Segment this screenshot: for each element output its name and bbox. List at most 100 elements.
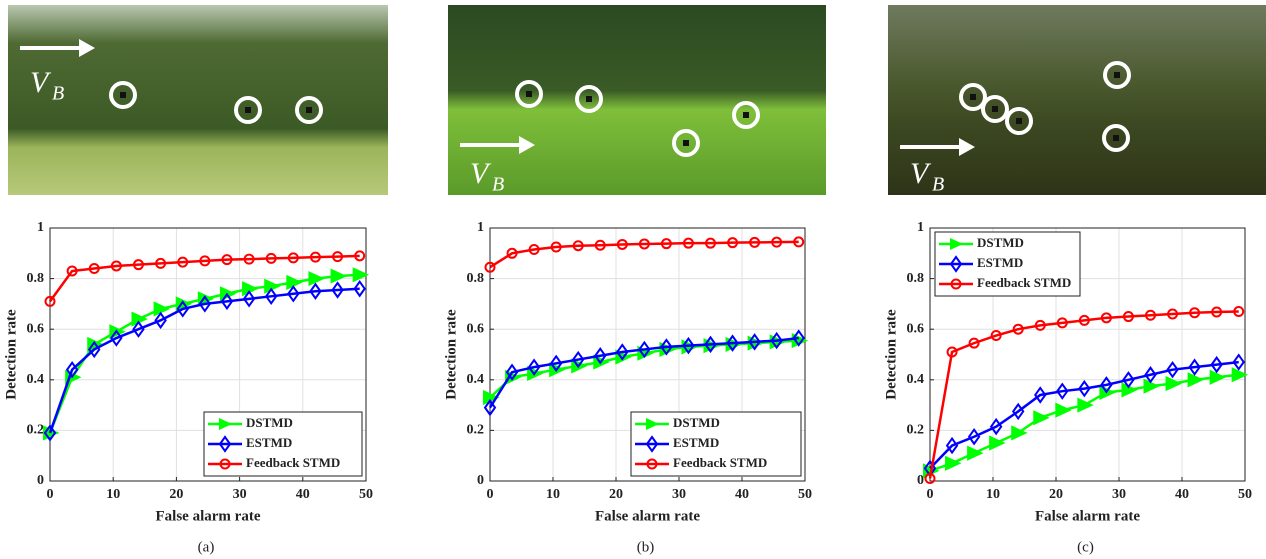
marker xyxy=(242,290,256,308)
y-tick-label: 1 xyxy=(477,220,484,235)
marker xyxy=(1034,386,1047,404)
velocity-subscript: B xyxy=(932,174,944,196)
marker xyxy=(989,417,1003,436)
target xyxy=(1113,135,1119,141)
x-tick-label: 0 xyxy=(47,487,54,502)
marker xyxy=(88,340,101,359)
marker xyxy=(65,360,79,379)
marker xyxy=(265,252,277,264)
legend-marker xyxy=(646,418,659,430)
marker xyxy=(153,301,170,317)
y-tick-label: 0 xyxy=(37,473,44,488)
x-tick-label: 50 xyxy=(798,487,812,502)
marker xyxy=(1166,360,1179,379)
legend-label: DSTMD xyxy=(977,235,1024,250)
y-tick-label: 0.8 xyxy=(467,271,485,286)
marker xyxy=(220,292,234,311)
marker xyxy=(1012,323,1024,335)
velocity-label: V xyxy=(910,157,932,190)
marker xyxy=(1231,367,1249,383)
target xyxy=(1114,72,1120,78)
target-circle xyxy=(959,83,987,111)
arrow-head xyxy=(79,39,95,57)
marker xyxy=(638,238,650,250)
marker xyxy=(946,346,958,358)
marker xyxy=(287,285,300,303)
y-tick-label: 0.6 xyxy=(467,321,485,336)
marker xyxy=(727,237,739,249)
series-line xyxy=(489,240,799,269)
marker xyxy=(199,255,211,267)
x-tick-label: 40 xyxy=(735,487,749,502)
y-tick-label: 0.4 xyxy=(467,372,485,387)
legend-marker xyxy=(646,458,658,470)
x-tick-label: 50 xyxy=(1238,487,1252,502)
marker xyxy=(331,281,344,299)
marker xyxy=(483,398,497,417)
target xyxy=(970,94,976,100)
legend-label: Feedback STMD xyxy=(246,455,340,470)
legend-label: DSTMD xyxy=(673,415,720,430)
marker xyxy=(638,340,651,359)
series-line xyxy=(488,336,799,409)
marker xyxy=(682,336,695,355)
legend-marker xyxy=(218,435,232,453)
marker xyxy=(748,333,761,351)
marker xyxy=(1100,376,1113,394)
marker xyxy=(1011,402,1025,421)
x-tick-label: 20 xyxy=(1049,487,1063,502)
marker xyxy=(571,350,585,369)
x-tick-label: 10 xyxy=(106,487,120,502)
marker xyxy=(594,239,606,251)
velocity-label: V xyxy=(470,157,492,190)
target-circle xyxy=(575,85,603,113)
marker xyxy=(155,257,167,269)
y-tick-label: 0 xyxy=(477,473,484,488)
marker xyxy=(154,311,167,330)
marker xyxy=(792,329,805,347)
marker xyxy=(1232,353,1245,371)
marker xyxy=(176,300,189,318)
marker xyxy=(330,268,347,284)
target xyxy=(120,92,126,98)
velocity-subscript: B xyxy=(52,83,64,105)
marker xyxy=(594,347,607,365)
target-circle xyxy=(672,129,700,157)
target xyxy=(586,96,592,102)
legend-marker xyxy=(950,278,962,290)
photo xyxy=(8,5,388,195)
caption: (b) xyxy=(637,539,655,555)
marker xyxy=(132,320,145,338)
y-tick-label: 0.2 xyxy=(907,423,925,438)
y-tick-label: 1 xyxy=(917,220,924,235)
caption: (a) xyxy=(198,539,215,555)
marker xyxy=(221,254,233,266)
marker xyxy=(309,251,321,263)
marker xyxy=(177,256,189,268)
marker xyxy=(110,260,122,272)
axes-box xyxy=(489,227,806,482)
series-line xyxy=(48,254,360,303)
marker xyxy=(1188,358,1201,376)
marker xyxy=(286,274,303,290)
marker xyxy=(1011,425,1028,441)
x-tick-label: 0 xyxy=(927,487,934,502)
marker xyxy=(1077,397,1094,413)
marker xyxy=(1189,307,1201,319)
x-axis-label: False alarm rate xyxy=(1035,508,1140,524)
marker xyxy=(989,435,1006,451)
marker xyxy=(198,295,212,313)
target-circle xyxy=(1005,107,1033,135)
legend-label: ESTMD xyxy=(977,255,1023,270)
marker xyxy=(749,236,761,248)
y-tick-label: 0.6 xyxy=(907,321,925,336)
series-line xyxy=(929,360,1239,470)
arrow-head xyxy=(519,136,535,154)
y-tick-label: 0.2 xyxy=(467,423,485,438)
target xyxy=(1016,118,1022,124)
x-tick-label: 10 xyxy=(986,487,1000,502)
legend-label: DSTMD xyxy=(246,415,293,430)
marker xyxy=(44,295,56,307)
y-tick-label: 0.2 xyxy=(27,423,45,438)
marker xyxy=(1122,371,1135,389)
